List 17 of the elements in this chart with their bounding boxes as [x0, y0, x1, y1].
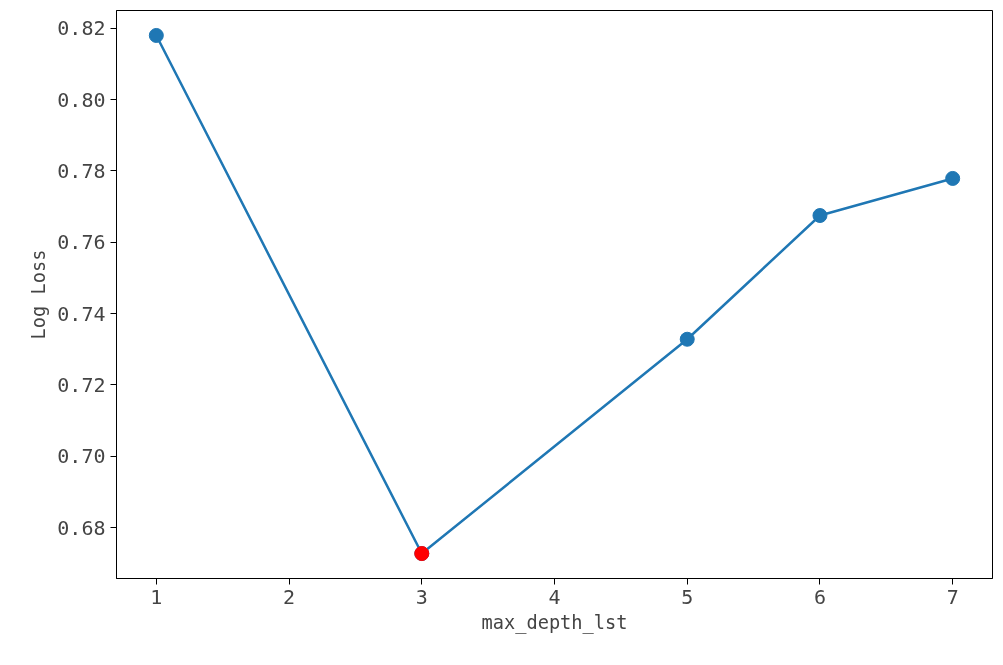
x-tick-label: 4	[548, 584, 561, 609]
x-tick-label: 6	[813, 584, 826, 609]
x-tick-label: 5	[681, 584, 694, 609]
y-tick-label: 0.72	[57, 372, 106, 397]
y-tick-label: 0.70	[57, 444, 106, 469]
y-tick-label: 0.78	[57, 158, 106, 183]
x-tick-label: 1	[150, 584, 163, 609]
x-tick-label: 3	[415, 584, 428, 609]
x-tick-label: 2	[283, 584, 296, 609]
y-tick-label: 0.76	[57, 230, 106, 255]
y-tick-label: 0.80	[57, 87, 106, 112]
y-tick-label: 0.74	[57, 301, 106, 326]
x-tick-label: 7	[946, 584, 959, 609]
y-axis-title: Log Loss	[28, 249, 50, 340]
y-tick-label: 0.82	[57, 16, 106, 41]
x-axis-title: max_depth_lst	[481, 611, 628, 634]
y-tick-label: 0.68	[57, 515, 106, 540]
